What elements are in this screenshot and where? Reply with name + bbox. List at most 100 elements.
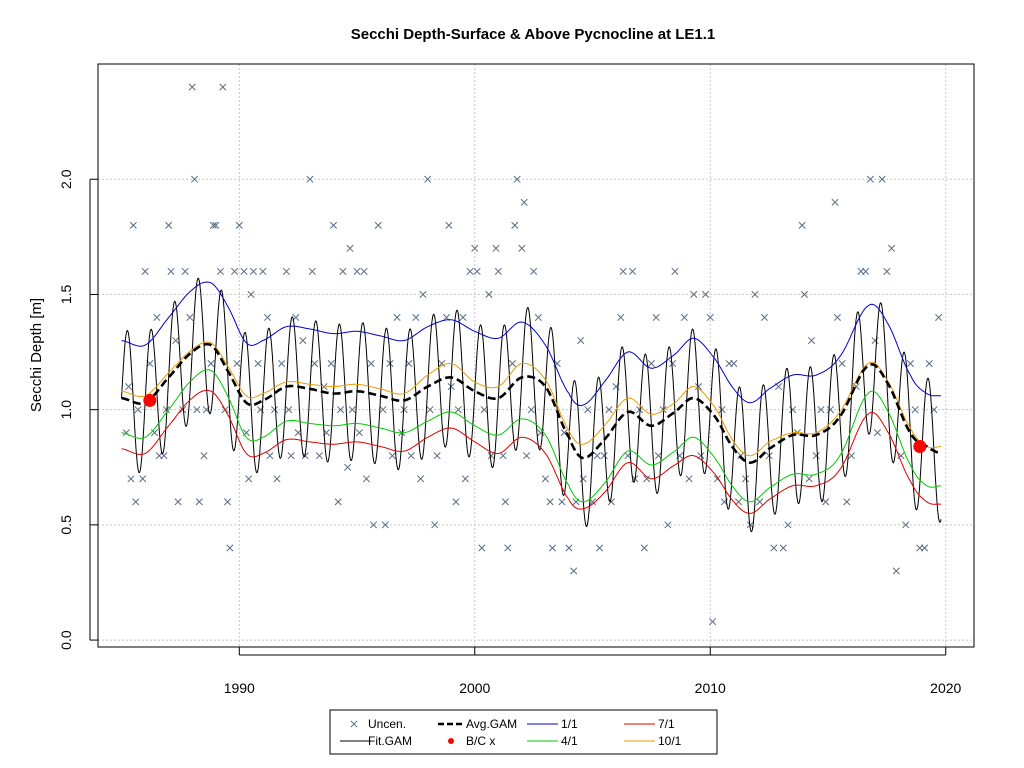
uncensored-point [812, 452, 820, 460]
uncensored-point [935, 313, 943, 322]
uncensored-point [784, 521, 792, 529]
uncensored-point [807, 336, 816, 345]
bc-point [143, 393, 157, 407]
y-tick-label: 1.5 [58, 284, 74, 304]
uncensored-point [231, 267, 239, 275]
uncensored-point [831, 198, 839, 206]
uncensored-point [871, 336, 879, 345]
uncensored-point [407, 452, 415, 460]
uncensored-point [207, 360, 215, 368]
uncensored-point [273, 475, 281, 483]
chart-title: Secchi Depth-Surface & Above Pycnocline … [351, 26, 716, 43]
uncensored-point [278, 360, 286, 368]
uncensored-point [165, 221, 173, 229]
uncensored-point [285, 406, 293, 414]
uncensored-point [530, 267, 538, 275]
uncensored-point [132, 498, 140, 506]
uncensored-point [523, 452, 531, 460]
uncensored-point [216, 267, 225, 275]
uncensored-point [266, 452, 274, 460]
uncensored-point [789, 406, 797, 414]
gridlines [98, 64, 974, 647]
series-lines [121, 277, 942, 533]
uncensored-point [565, 544, 573, 552]
uncensored-point [344, 463, 352, 471]
uncensored-point [471, 244, 479, 252]
legend-4-1-label: 4/1 [561, 734, 578, 748]
uncensored-point [209, 221, 217, 229]
uncensored-point [306, 175, 314, 183]
uncensored-point [473, 267, 481, 275]
series-7-1-line [121, 389, 941, 514]
uncensored-point [329, 221, 338, 229]
uncensored-point [181, 267, 189, 275]
uncensored-point [518, 244, 526, 252]
uncensored-point [172, 336, 180, 345]
uncensored-point [162, 406, 170, 414]
uncensored-point [911, 406, 919, 414]
uncensored-point [139, 475, 147, 483]
uncensored-point [190, 175, 199, 183]
uncensored-point [888, 244, 896, 252]
x-tick-label: 2010 [695, 680, 726, 696]
uncensored-point [596, 544, 604, 552]
y-tick-label: 0.0 [58, 630, 74, 650]
uncensored-point [417, 475, 425, 483]
uncensored-point [805, 475, 813, 483]
uncensored-point [254, 360, 262, 368]
uncensored-point [263, 313, 272, 322]
y-tick-label: 0.5 [58, 515, 74, 535]
uncensored-point [548, 544, 557, 552]
uncensored-point [348, 406, 356, 414]
uncensored-point [487, 452, 495, 460]
uncensored-point [751, 290, 759, 298]
uncensored-point [504, 544, 512, 552]
uncensored-point [669, 360, 677, 368]
uncensored-point [360, 267, 368, 275]
uncensored-point [381, 521, 389, 529]
legend-b-c-x-symbol [448, 738, 454, 744]
legend-1-1-label: 1/1 [561, 717, 578, 731]
plot-frame [97, 63, 975, 648]
uncensored-point [247, 290, 255, 298]
uncensored-point [654, 452, 663, 460]
uncensored-point [577, 336, 585, 345]
uncensored-point [393, 313, 401, 322]
y-axis-label: Secchi Depth [m] [28, 298, 45, 412]
uncensored-point [833, 313, 841, 322]
legend-uncen-symbol [350, 720, 358, 728]
uncensored-point [843, 498, 851, 506]
uncensored-point [558, 498, 566, 506]
uncensored-point [466, 267, 474, 275]
uncensored-point [480, 406, 488, 414]
x-tick-label: 1990 [224, 680, 255, 696]
uncensored-points [122, 83, 943, 626]
uncensored-point [127, 475, 135, 483]
uncensored-point [619, 267, 627, 275]
uncensored-point [353, 267, 361, 275]
uncensored-point [779, 544, 787, 552]
uncensored-point [605, 406, 613, 414]
uncensored-point [570, 567, 578, 575]
uncensored-point [494, 267, 502, 275]
uncensored-point [193, 406, 201, 414]
uncensored-point [640, 544, 648, 552]
uncensored-point [233, 360, 241, 368]
legend-fit-gam-label: Fit.GAM [368, 734, 412, 748]
uncensored-point [367, 360, 375, 368]
uncensored-point [200, 452, 208, 460]
uncensored-point [129, 221, 137, 229]
uncensored-point [718, 406, 726, 414]
uncensored-point [902, 521, 910, 529]
series-4-1-line [121, 369, 942, 503]
uncensored-point [134, 406, 142, 414]
uncensored-point [628, 267, 637, 275]
uncensored-point [355, 429, 363, 437]
uncensored-point [617, 313, 625, 322]
uncensored-point [412, 313, 420, 322]
uncensored-point [174, 498, 182, 506]
uncensored-point [299, 336, 307, 345]
uncensored-point [873, 429, 882, 437]
uncensored-point [671, 267, 679, 275]
uncensored-point [433, 452, 441, 460]
